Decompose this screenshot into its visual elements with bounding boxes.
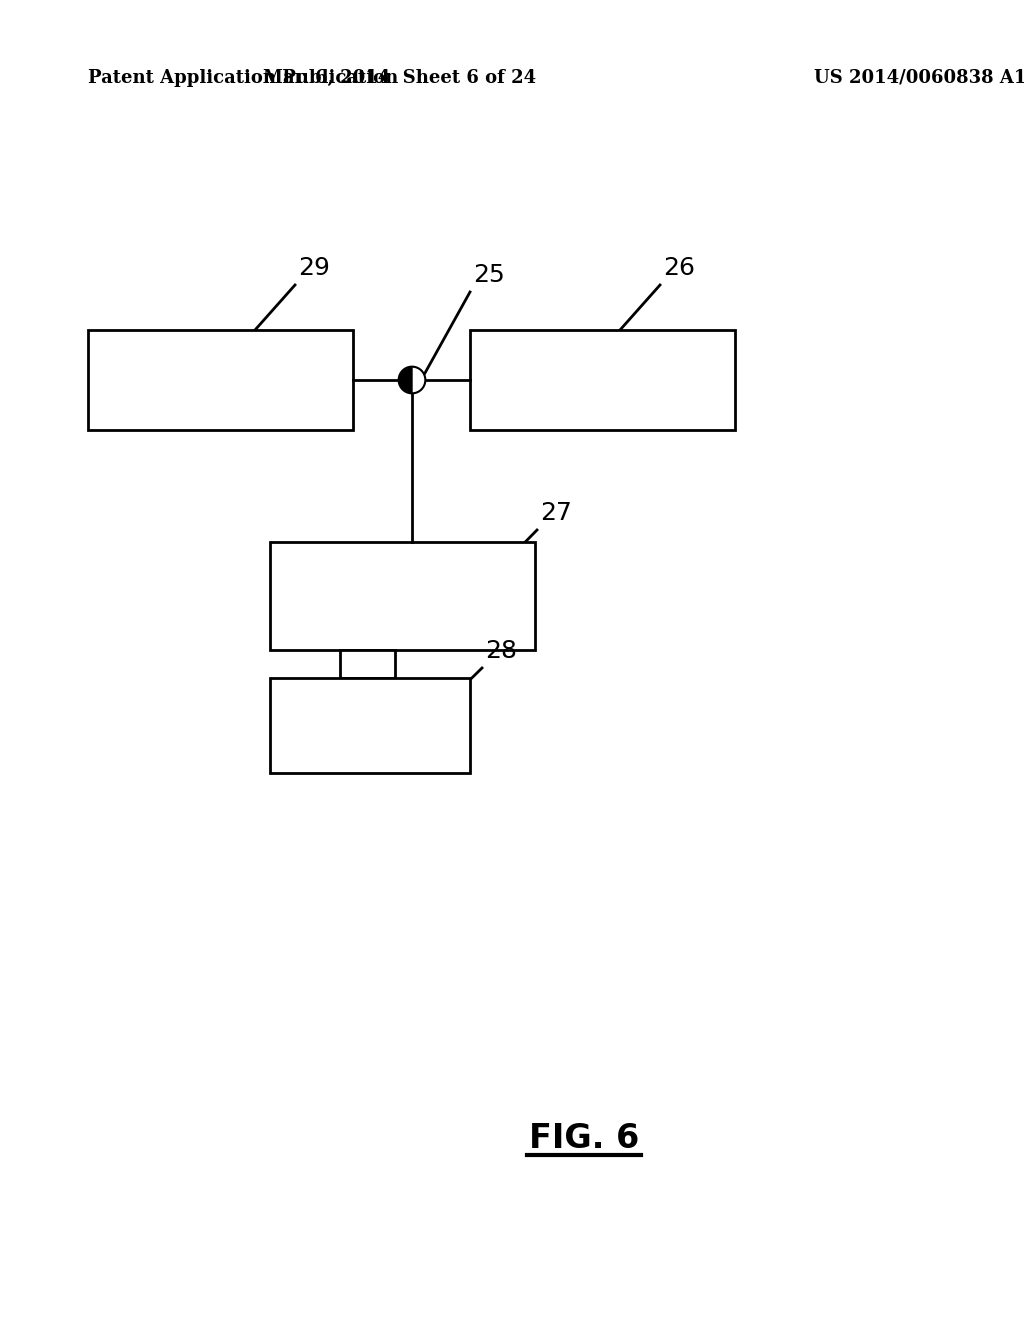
Bar xyxy=(470,330,735,430)
Bar xyxy=(270,678,470,774)
Text: 29: 29 xyxy=(298,256,330,280)
Text: 28: 28 xyxy=(485,639,517,663)
Bar xyxy=(340,649,395,678)
Text: Mar. 6, 2014  Sheet 6 of 24: Mar. 6, 2014 Sheet 6 of 24 xyxy=(263,69,537,87)
Bar xyxy=(270,543,535,649)
Text: 25: 25 xyxy=(473,263,505,286)
Text: US 2014/0060838 A1: US 2014/0060838 A1 xyxy=(814,69,1024,87)
Bar xyxy=(88,330,353,430)
Wedge shape xyxy=(412,367,425,393)
Text: 26: 26 xyxy=(663,256,695,280)
Circle shape xyxy=(399,367,425,393)
Text: Patent Application Publication: Patent Application Publication xyxy=(88,69,398,87)
Text: FIG. 6: FIG. 6 xyxy=(528,1122,639,1155)
Text: 27: 27 xyxy=(540,502,571,525)
